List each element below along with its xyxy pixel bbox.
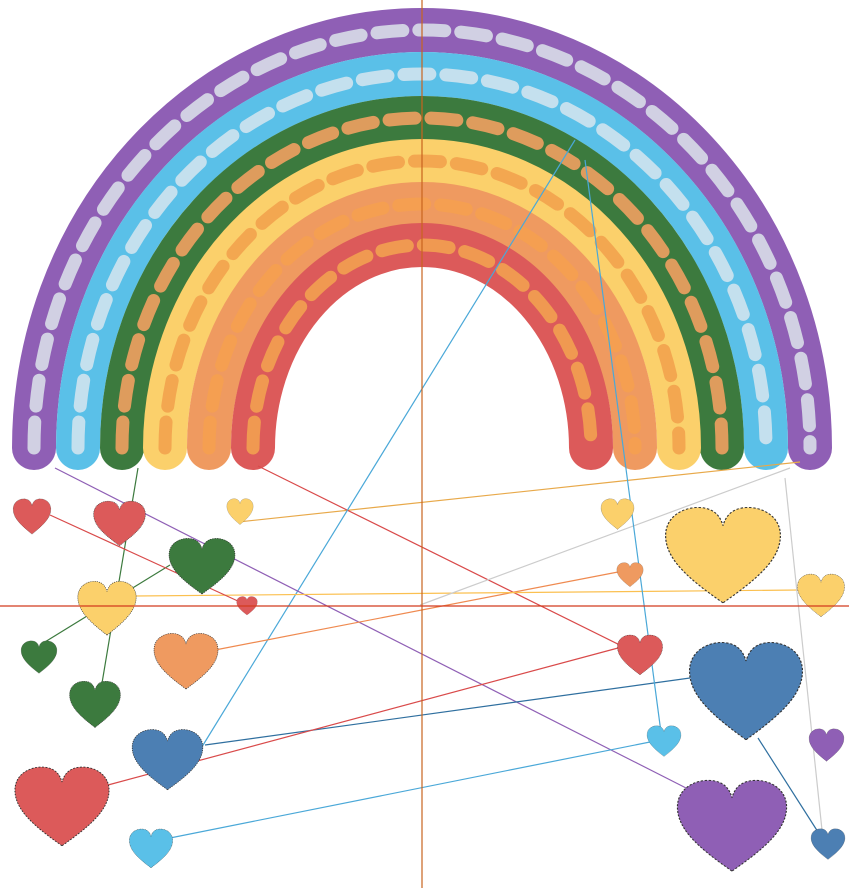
heart <box>617 563 643 587</box>
heart <box>647 726 681 757</box>
heart <box>690 643 803 740</box>
heart <box>601 499 634 530</box>
heart <box>15 767 109 846</box>
path-line <box>135 590 800 596</box>
heart <box>78 581 136 635</box>
hearts <box>13 499 845 871</box>
path-line <box>215 572 618 650</box>
path-line <box>205 678 690 745</box>
heart <box>811 829 845 860</box>
heart <box>677 780 786 871</box>
heart <box>666 507 781 602</box>
path-line <box>258 466 640 655</box>
heart <box>132 730 203 790</box>
heart <box>154 633 218 689</box>
heart <box>169 538 235 594</box>
heart <box>129 829 172 868</box>
heart <box>617 635 662 675</box>
heart <box>797 574 844 617</box>
embroidery-canvas <box>0 0 849 888</box>
heart <box>70 681 121 727</box>
path-line <box>170 742 650 838</box>
heart <box>13 499 51 534</box>
heart <box>21 641 57 673</box>
